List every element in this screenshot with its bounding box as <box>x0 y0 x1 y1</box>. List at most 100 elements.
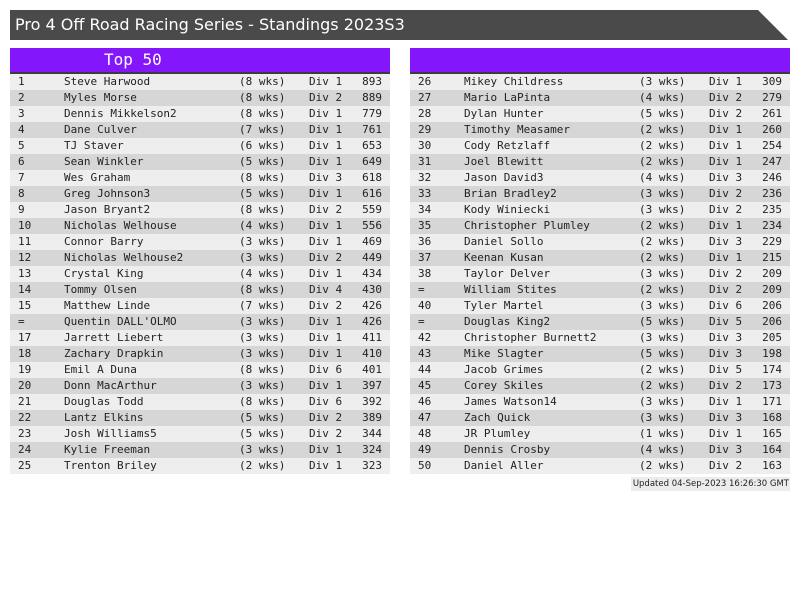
points: 653 <box>362 139 382 152</box>
rank: 43 <box>418 347 432 360</box>
division: Div 1 <box>309 267 343 280</box>
weeks: (7 wks) <box>239 299 286 312</box>
table-row: 3 Dennis Mikkelson2 (8 wks) Div 1 779 <box>10 106 390 122</box>
points: 234 <box>762 219 782 232</box>
rank: 24 <box>18 443 32 456</box>
rank: 15 <box>18 299 32 312</box>
rank: 11 <box>18 235 32 248</box>
driver-name: Christopher Plumley <box>464 219 590 232</box>
division: Div 1 <box>709 251 743 264</box>
points: 171 <box>762 395 782 408</box>
division: Div 1 <box>309 139 343 152</box>
rank: 4 <box>18 123 25 136</box>
points: 649 <box>362 155 382 168</box>
table-row: 50 Daniel Aller (2 wks) Div 2 163 <box>410 458 790 474</box>
points: 434 <box>362 267 382 280</box>
driver-name: Nicholas Welhouse2 <box>64 251 184 264</box>
division: Div 3 <box>709 235 743 248</box>
division: Div 2 <box>709 267 743 280</box>
rank: 38 <box>418 267 432 280</box>
rank: 22 <box>18 411 32 424</box>
driver-name: Nicholas Welhouse <box>64 219 177 232</box>
points: 260 <box>762 123 782 136</box>
weeks: (2 wks) <box>639 459 686 472</box>
division: Div 1 <box>309 75 343 88</box>
rank: 20 <box>18 379 32 392</box>
rank: 7 <box>18 171 25 184</box>
driver-name: Daniel Aller <box>464 459 544 472</box>
division: Div 1 <box>309 443 343 456</box>
division: Div 1 <box>309 379 343 392</box>
weeks: (7 wks) <box>239 123 286 136</box>
rank: 35 <box>418 219 432 232</box>
weeks: (8 wks) <box>239 203 286 216</box>
driver-name: Douglas Todd <box>64 395 144 408</box>
table-row: 11 Connor Barry (3 wks) Div 1 469 <box>10 234 390 250</box>
table-row: 48 JR Plumley (1 wks) Div 1 165 <box>410 426 790 442</box>
division: Div 2 <box>709 379 743 392</box>
driver-name: Tyler Martel <box>464 299 544 312</box>
points: 246 <box>762 171 782 184</box>
weeks: (8 wks) <box>239 107 286 120</box>
driver-name: Cody Retzlaff <box>464 139 551 152</box>
table-row: 4 Dane Culver (7 wks) Div 1 761 <box>10 122 390 138</box>
driver-name: Jason David3 <box>464 171 544 184</box>
table-row: 21 Douglas Todd (8 wks) Div 6 392 <box>10 394 390 410</box>
division: Div 5 <box>709 315 743 328</box>
division: Div 2 <box>709 187 743 200</box>
driver-name: Emil A Duna <box>64 363 137 376</box>
division: Div 1 <box>709 123 743 136</box>
driver-name: Corey Skiles <box>464 379 544 392</box>
rank: 32 <box>418 171 432 184</box>
points: 616 <box>362 187 382 200</box>
driver-name: William Stites <box>464 283 557 296</box>
weeks: (3 wks) <box>239 443 286 456</box>
weeks: (3 wks) <box>239 235 286 248</box>
driver-name: Jason Bryant2 <box>64 203 151 216</box>
rank: 18 <box>18 347 32 360</box>
table-row: 8 Greg Johnson3 (5 wks) Div 1 616 <box>10 186 390 202</box>
weeks: (4 wks) <box>639 91 686 104</box>
rank: 25 <box>18 459 32 472</box>
table-row: = Quentin DALL'OLMO (3 wks) Div 1 426 <box>10 314 390 330</box>
driver-name: Kylie Freeman <box>64 443 151 456</box>
table-row: 35 Christopher Plumley (2 wks) Div 1 234 <box>410 218 790 234</box>
table-row: 19 Emil A Duna (8 wks) Div 6 401 <box>10 362 390 378</box>
division: Div 2 <box>309 427 343 440</box>
panel-header-right <box>410 48 790 74</box>
table-row: 45 Corey Skiles (2 wks) Div 2 173 <box>410 378 790 394</box>
weeks: (4 wks) <box>639 443 686 456</box>
weeks: (5 wks) <box>239 155 286 168</box>
division: Div 3 <box>709 171 743 184</box>
table-row: 29 Timothy Measamer (2 wks) Div 1 260 <box>410 122 790 138</box>
rank: 17 <box>18 331 32 344</box>
points: 779 <box>362 107 382 120</box>
table-row: 9 Jason Bryant2 (8 wks) Div 2 559 <box>10 202 390 218</box>
rank: 49 <box>418 443 432 456</box>
points: 198 <box>762 347 782 360</box>
weeks: (2 wks) <box>639 123 686 136</box>
weeks: (1 wks) <box>639 427 686 440</box>
weeks: (3 wks) <box>639 203 686 216</box>
table-row: 33 Brian Bradley2 (3 wks) Div 2 236 <box>410 186 790 202</box>
rank: 14 <box>18 283 32 296</box>
division: Div 1 <box>309 347 343 360</box>
driver-name: Connor Barry <box>64 235 144 248</box>
driver-name: Matthew Linde <box>64 299 151 312</box>
driver-name: Dylan Hunter <box>464 107 544 120</box>
weeks: (3 wks) <box>639 267 686 280</box>
rank: = <box>18 315 25 328</box>
driver-name: Taylor Delver <box>464 267 551 280</box>
points: 761 <box>362 123 382 136</box>
driver-name: Mike Slagter <box>464 347 544 360</box>
division: Div 1 <box>709 427 743 440</box>
weeks: (8 wks) <box>239 363 286 376</box>
points: 411 <box>362 331 382 344</box>
weeks: (2 wks) <box>639 363 686 376</box>
table-row: 10 Nicholas Welhouse (4 wks) Div 1 556 <box>10 218 390 234</box>
points: 426 <box>362 299 382 312</box>
weeks: (2 wks) <box>639 379 686 392</box>
rank: 13 <box>18 267 32 280</box>
weeks: (3 wks) <box>239 379 286 392</box>
rank: 29 <box>418 123 432 136</box>
